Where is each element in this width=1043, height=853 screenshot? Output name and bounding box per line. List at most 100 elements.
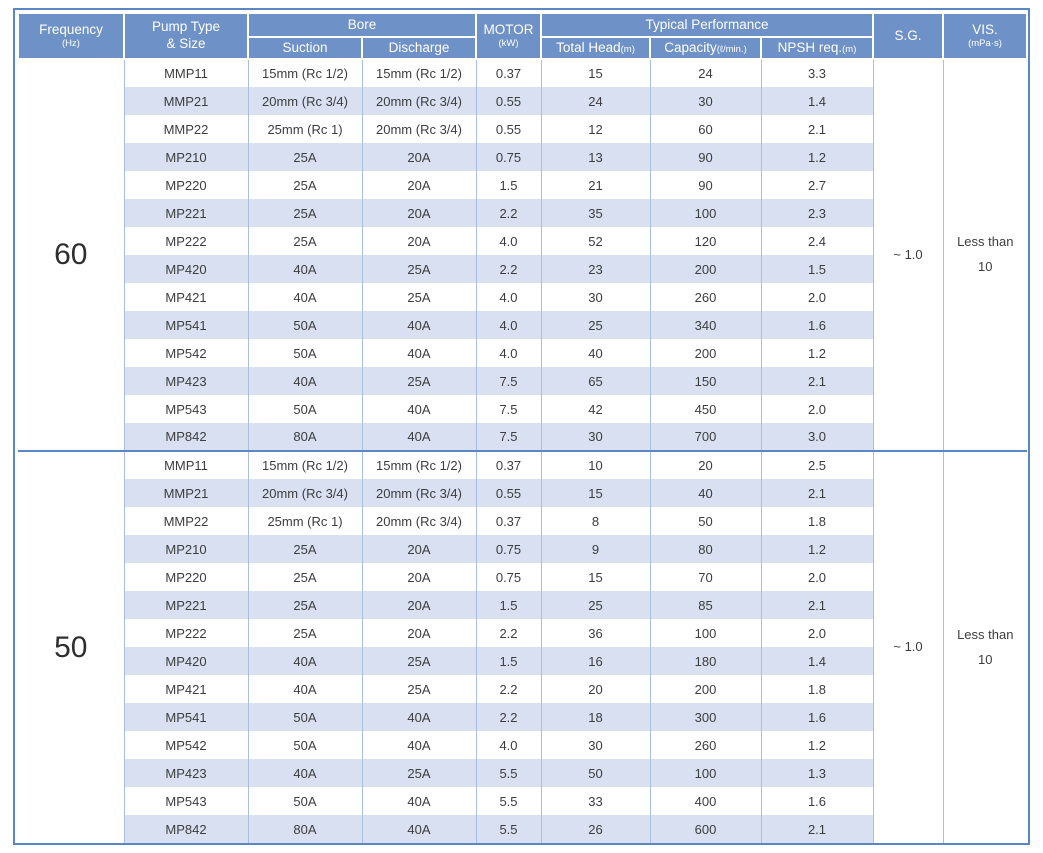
total-head-cell: 18 (540, 703, 650, 731)
suction-bore-cell: 15mm (Rc 1/2) (247, 59, 362, 87)
npsh-cell: 2.0 (760, 563, 873, 591)
header-motor-label: MOTOR (483, 22, 534, 38)
table-row: MP221 25A 20A 1.5 25 85 2.1 (18, 591, 1027, 619)
motor-kw-cell: 0.37 (475, 59, 541, 87)
header-discharge: Discharge (361, 36, 477, 60)
frequency-value: 60 (18, 59, 124, 451)
header-total-head: Total Head(m) (540, 36, 651, 60)
pump-model-cell: MMP21 (123, 479, 248, 507)
suction-bore-cell: 25A (247, 171, 362, 199)
discharge-bore-cell: 40A (361, 731, 476, 759)
suction-bore-cell: 50A (247, 395, 362, 423)
discharge-bore-cell: 40A (361, 815, 476, 843)
npsh-cell: 2.5 (760, 450, 873, 479)
npsh-cell: 2.0 (760, 619, 873, 647)
sg-value: ~ 1.0 (872, 59, 943, 451)
pump-model-cell: MP842 (123, 423, 248, 451)
motor-kw-cell: 4.0 (475, 283, 541, 311)
discharge-bore-cell: 20mm (Rc 3/4) (361, 479, 476, 507)
suction-bore-cell: 40A (247, 367, 362, 395)
header-total-head-unit: (m) (620, 43, 635, 55)
pump-model-cell: MP221 (123, 199, 248, 227)
pump-model-cell: MP222 (123, 227, 248, 255)
npsh-cell: 2.1 (760, 815, 873, 843)
capacity-cell: 60 (649, 115, 761, 143)
capacity-cell: 340 (649, 311, 761, 339)
capacity-cell: 40 (649, 479, 761, 507)
discharge-bore-cell: 20A (361, 171, 476, 199)
capacity-cell: 70 (649, 563, 761, 591)
npsh-cell: 2.4 (760, 227, 873, 255)
suction-bore-cell: 80A (247, 423, 362, 451)
capacity-cell: 260 (649, 731, 761, 759)
capacity-cell: 50 (649, 507, 761, 535)
total-head-cell: 52 (540, 227, 650, 255)
capacity-cell: 85 (649, 591, 761, 619)
discharge-bore-cell: 25A (361, 675, 476, 703)
discharge-bore-cell: 40A (361, 703, 476, 731)
header-motor-unit: (kW) (498, 38, 519, 50)
motor-kw-cell: 1.5 (475, 647, 541, 675)
pump-model-cell: MP543 (123, 787, 248, 815)
suction-bore-cell: 25mm (Rc 1) (247, 115, 362, 143)
table-row: MP222 25A 20A 4.0 52 120 2.4 (18, 227, 1027, 255)
header-frequency-label: Frequency (39, 22, 103, 38)
discharge-bore-cell: 20A (361, 619, 476, 647)
header-total-head-label: Total Head (556, 39, 621, 55)
npsh-cell: 1.6 (760, 787, 873, 815)
header-capacity-label: Capacity (664, 39, 717, 55)
suction-bore-cell: 25mm (Rc 1) (247, 507, 362, 535)
pump-model-cell: MP421 (123, 283, 248, 311)
npsh-cell: 1.6 (760, 311, 873, 339)
motor-kw-cell: 7.5 (475, 395, 541, 423)
motor-kw-cell: 0.75 (475, 563, 541, 591)
motor-kw-cell: 2.2 (475, 703, 541, 731)
motor-kw-cell: 0.55 (475, 479, 541, 507)
suction-bore-cell: 40A (247, 647, 362, 675)
table-row: MP420 40A 25A 2.2 23 200 1.5 (18, 255, 1027, 283)
total-head-cell: 36 (540, 619, 650, 647)
capacity-cell: 80 (649, 535, 761, 563)
motor-kw-cell: 5.5 (475, 815, 541, 843)
suction-bore-cell: 50A (247, 311, 362, 339)
header-bore: Bore (247, 12, 477, 38)
suction-bore-cell: 15mm (Rc 1/2) (247, 450, 362, 479)
pump-model-cell: MP423 (123, 759, 248, 787)
discharge-bore-cell: 40A (361, 787, 476, 815)
pump-model-cell: MP220 (123, 563, 248, 591)
discharge-bore-cell: 20A (361, 227, 476, 255)
capacity-cell: 180 (649, 647, 761, 675)
frequency-value: 50 (18, 450, 124, 843)
suction-bore-cell: 25A (247, 199, 362, 227)
table-row: MMP21 20mm (Rc 3/4) 20mm (Rc 3/4) 0.55 15 40 2… (18, 479, 1027, 507)
total-head-cell: 24 (540, 87, 650, 115)
motor-kw-cell: 0.37 (475, 507, 541, 535)
npsh-cell: 1.6 (760, 703, 873, 731)
discharge-bore-cell: 25A (361, 647, 476, 675)
capacity-cell: 90 (649, 171, 761, 199)
discharge-bore-cell: 20A (361, 199, 476, 227)
header-sg: S.G. (872, 12, 944, 60)
discharge-bore-cell: 40A (361, 339, 476, 367)
motor-kw-cell: 0.75 (475, 143, 541, 171)
total-head-cell: 20 (540, 675, 650, 703)
total-head-cell: 26 (540, 815, 650, 843)
motor-kw-cell: 5.5 (475, 787, 541, 815)
npsh-cell: 2.0 (760, 395, 873, 423)
header-pump-type: Pump Type & Size (123, 12, 249, 60)
table-row: MP221 25A 20A 2.2 35 100 2.3 (18, 199, 1027, 227)
discharge-bore-cell: 20A (361, 143, 476, 171)
table-row: MMP22 25mm (Rc 1) 20mm (Rc 3/4) 0.55 12 60 2.1 (18, 115, 1027, 143)
motor-kw-cell: 1.5 (475, 171, 541, 199)
capacity-cell: 260 (649, 283, 761, 311)
table-row: MP543 50A 40A 7.5 42 450 2.0 (18, 395, 1027, 423)
pump-model-cell: MP542 (123, 731, 248, 759)
suction-bore-cell: 40A (247, 283, 362, 311)
table-row: MP541 50A 40A 2.2 18 300 1.6 (18, 703, 1027, 731)
suction-bore-cell: 50A (247, 703, 362, 731)
header-vis-label: VIS. (972, 22, 998, 38)
header-vis: VIS. (mPa·s) (942, 12, 1028, 60)
table-row: MP421 40A 25A 2.2 20 200 1.8 (18, 675, 1027, 703)
total-head-cell: 8 (540, 507, 650, 535)
table-row: MP423 40A 25A 5.5 50 100 1.3 (18, 759, 1027, 787)
